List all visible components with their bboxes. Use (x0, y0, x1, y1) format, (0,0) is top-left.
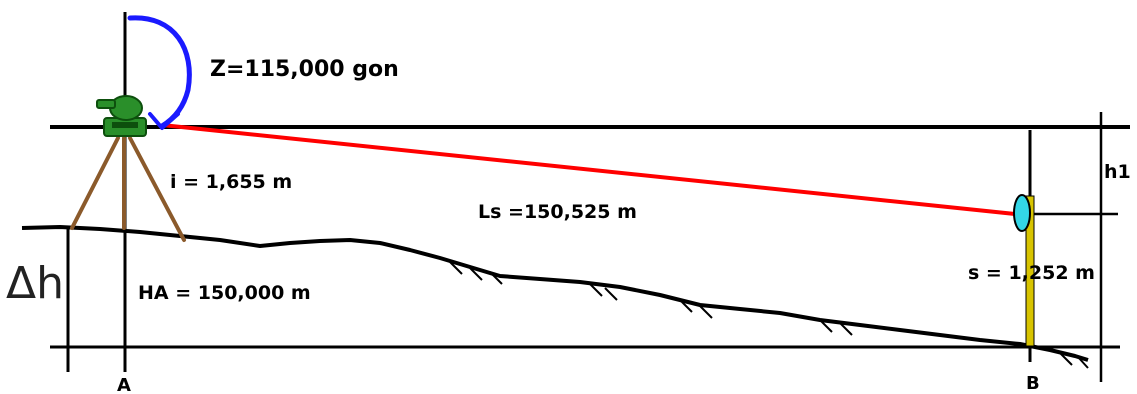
leveling-staff (1025, 195, 1035, 347)
point-a-label: A (117, 375, 131, 394)
zenith-angle-label: Z=115,000 gon (210, 57, 399, 82)
theodolite-instrument (96, 95, 147, 137)
zenith-arrowhead (148, 112, 180, 130)
h1-label: h1 (1104, 161, 1131, 183)
signal-height-label: s = 1,252 m (968, 262, 1095, 284)
terrain-hatches (449, 261, 1089, 369)
reflector-prism (1013, 194, 1031, 232)
tripod-legs (70, 136, 186, 242)
point-b-label: B (1026, 373, 1040, 394)
height-a-label: HA = 150,000 m (138, 282, 311, 304)
terrain-profile (21, 225, 1089, 362)
slope-distance-label: Ls =150,525 m (478, 201, 637, 223)
delta-h-label: Δh (6, 258, 64, 309)
line-of-sight (161, 123, 1016, 216)
instrument-height-label: i = 1,655 m (170, 171, 292, 193)
